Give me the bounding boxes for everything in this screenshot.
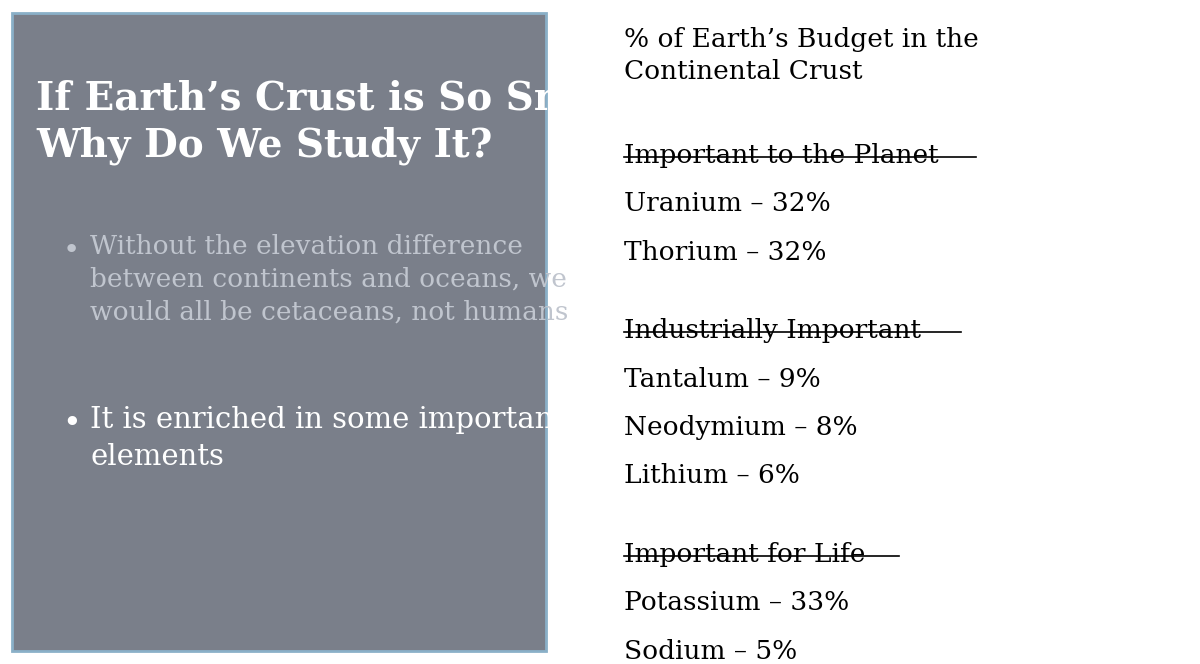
Text: Tantalum – 9%: Tantalum – 9% [624, 367, 821, 392]
Text: It is enriched in some important
elements: It is enriched in some important element… [90, 406, 565, 471]
Text: Thorium – 32%: Thorium – 32% [624, 240, 827, 265]
Text: If Earth’s Crust is So Small
Why Do We Study It?: If Earth’s Crust is So Small Why Do We S… [36, 80, 630, 165]
Text: Important to the Planet: Important to the Planet [624, 143, 938, 168]
FancyBboxPatch shape [12, 13, 546, 651]
Text: % of Earth’s Budget in the
Continental Crust: % of Earth’s Budget in the Continental C… [624, 27, 979, 84]
Text: Lithium – 6%: Lithium – 6% [624, 463, 800, 489]
Text: Uranium – 32%: Uranium – 32% [624, 191, 830, 216]
Text: •: • [62, 408, 82, 440]
Text: Sodium – 5%: Sodium – 5% [624, 639, 797, 664]
Text: Neodymium – 8%: Neodymium – 8% [624, 415, 858, 440]
Text: Industrially Important: Industrially Important [624, 318, 922, 343]
Text: Potassium – 33%: Potassium – 33% [624, 590, 850, 616]
Text: •: • [62, 236, 79, 264]
Text: Important for Life: Important for Life [624, 542, 865, 567]
Text: Without the elevation difference
between continents and oceans, we
would all be : Without the elevation difference between… [90, 234, 569, 325]
